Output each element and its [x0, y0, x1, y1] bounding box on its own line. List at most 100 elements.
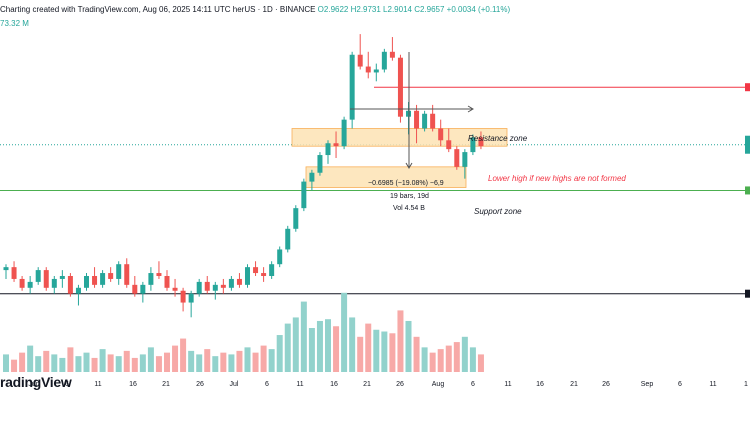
candle-body: [381, 51, 387, 70]
candle-body: [11, 267, 17, 279]
support-zone-box: [305, 166, 467, 188]
volume-bar: [357, 336, 364, 372]
candle-body: [212, 284, 218, 291]
candle-body: [341, 119, 347, 147]
candle-body: [373, 69, 379, 73]
candle-body: [140, 284, 146, 294]
volume-bar: [276, 335, 283, 372]
x-tick-label: 26: [602, 381, 610, 388]
volume-bar: [139, 354, 146, 372]
volume-bar: [115, 356, 122, 372]
x-tick-label: Aug: [432, 381, 445, 388]
volume-bar: [228, 354, 235, 372]
support-zone-label: Support zone: [474, 207, 522, 216]
resistance-zone-label: Resistance zone: [468, 134, 528, 143]
candle-body: [269, 264, 275, 276]
candle-body: [293, 208, 299, 229]
candle-body: [349, 54, 355, 120]
candle-body: [478, 137, 484, 147]
x-tick-label: Sep: [641, 381, 654, 388]
candle-body: [124, 264, 130, 285]
volume-bar: [75, 356, 82, 372]
x-tick-label: 11: [504, 381, 511, 388]
volume-bar: [123, 350, 130, 372]
candle-body: [365, 66, 371, 73]
x-tick-label: 26: [196, 381, 204, 388]
candle-body: [132, 284, 138, 294]
header-prefix: Charting created with TradingView.com, A…: [0, 5, 231, 14]
candle-body: [454, 149, 460, 167]
candle-body: [301, 181, 307, 209]
volume-bar: [107, 354, 114, 372]
candle-body: [462, 152, 468, 167]
volume-bar: [373, 329, 380, 372]
volume-bar: [308, 328, 315, 372]
resistance-price-marker: [745, 83, 750, 92]
volume-readout: 73.32 M: [0, 19, 29, 28]
candle-body: [261, 273, 267, 276]
measure-bars-label: 19 bars, 19d: [390, 193, 429, 200]
measure-arrow-head: [467, 105, 474, 113]
measure-arrow-down: [405, 162, 413, 169]
current-price-marker: [745, 135, 750, 154]
volume-bar: [437, 349, 444, 372]
x-tick-label: 6: [265, 381, 269, 388]
volume-bar: [284, 323, 291, 372]
volume-bar: [220, 352, 227, 372]
candle-body: [422, 113, 428, 129]
volume-bar: [316, 320, 323, 372]
volume-bar: [381, 331, 388, 372]
x-tick-label: 16: [536, 381, 544, 388]
x-tick-label: 6: [471, 381, 475, 388]
x-tick-label: Jun: [28, 381, 39, 388]
volume-bar: [180, 338, 187, 372]
volume-bar: [260, 345, 267, 372]
candle-body: [317, 155, 323, 173]
x-tick-label: 1: [744, 381, 748, 388]
lower-high-label: Lower high if new highs are not formed: [488, 174, 626, 183]
tradingview-logo[interactable]: radingView: [0, 374, 72, 390]
x-tick-label: 11: [709, 381, 716, 388]
volume-bar: [212, 356, 219, 372]
candle-body: [389, 51, 395, 58]
candle-body: [180, 290, 186, 303]
x-tick-label: 21: [363, 381, 371, 388]
measure-change-label: −0.6985 (−19.08%) −6,9: [368, 180, 444, 187]
volume-bar: [325, 319, 331, 372]
candle-body: [325, 143, 331, 156]
volume-bar: [147, 347, 154, 372]
volume-bar: [3, 354, 9, 372]
volume-bar: [405, 320, 412, 372]
volume-bar: [35, 356, 42, 372]
volume-bar: [300, 301, 307, 372]
candle-body: [100, 273, 106, 285]
volume-bar: [421, 347, 428, 372]
volume-bar: [477, 354, 484, 372]
candle-body: [164, 276, 170, 288]
candle-body: [470, 137, 476, 153]
x-tick-label: 26: [396, 381, 404, 388]
volume-bar: [445, 345, 452, 372]
x-tick-label: Jul: [230, 381, 239, 388]
volume-bar: [51, 354, 58, 372]
volume-bar: [172, 345, 179, 372]
volume-bar: [59, 357, 66, 372]
header-ohlc: O2.9622 H2.9731 L2.9014 C2.9657 +0.0034 …: [317, 5, 511, 14]
volume-bar: [268, 349, 275, 372]
volume-bar: [429, 352, 436, 372]
volume-bar: [204, 349, 211, 372]
volume-bar: [91, 357, 98, 372]
volume-bar: [67, 347, 74, 372]
volume-bar: [397, 310, 404, 372]
candle-body: [277, 249, 283, 265]
candle-body: [116, 264, 122, 279]
candle-body: [285, 228, 291, 250]
candle-body: [220, 284, 226, 288]
candle-body: [51, 278, 57, 288]
candle-body: [156, 273, 162, 276]
volume-bar: [244, 347, 251, 372]
candle-body: [84, 276, 89, 288]
x-tick-label: 6: [678, 381, 682, 388]
candle-body: [446, 140, 452, 150]
